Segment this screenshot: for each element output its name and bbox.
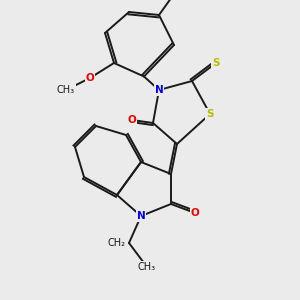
Text: CH₃: CH₃ xyxy=(138,262,156,272)
Text: CH₂: CH₂ xyxy=(108,238,126,248)
Text: O: O xyxy=(128,115,136,125)
Text: O: O xyxy=(85,73,94,83)
Text: CH₃: CH₃ xyxy=(57,85,75,95)
Text: O: O xyxy=(190,208,200,218)
Text: S: S xyxy=(206,109,214,119)
Text: S: S xyxy=(212,58,220,68)
Text: N: N xyxy=(154,85,164,95)
Text: N: N xyxy=(136,211,146,221)
